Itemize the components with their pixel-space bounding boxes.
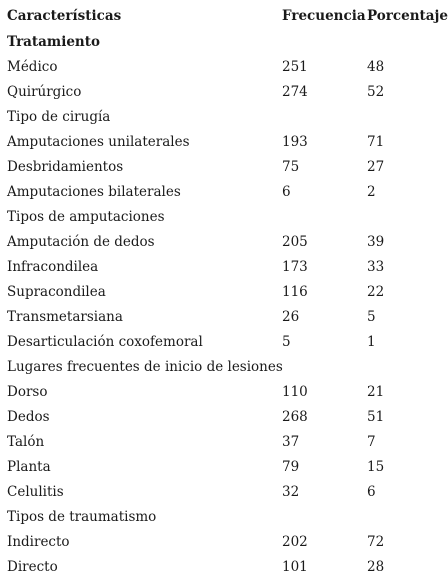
table-row: Quirúrgico 274 52 — [0, 80, 448, 105]
header-porcentaje: Porcentaje — [367, 8, 448, 24]
table-row: Talón 37 7 — [0, 430, 448, 455]
table-row: Tratamiento — [0, 30, 448, 55]
row-percentage: 48 — [367, 59, 385, 75]
table-row: Amputación de dedos 205 39 — [0, 230, 448, 255]
row-label: Lugares frecuentes de inicio de lesiones — [7, 359, 283, 375]
table-row: Tipos de traumatismo — [0, 505, 448, 530]
table-row: Lugares frecuentes de inicio de lesiones — [0, 355, 448, 380]
table-row: Amputaciones unilaterales 193 71 — [0, 130, 448, 155]
row-frequency: 205 — [282, 234, 308, 250]
row-label: Tratamiento — [7, 34, 100, 50]
table-row: Desarticulación coxofemoral 5 1 — [0, 330, 448, 355]
table-header: Características Frecuencia Porcentaje — [0, 4, 448, 30]
table-row: Indirecto 202 72 — [0, 530, 448, 555]
row-label: Indirecto — [7, 534, 70, 550]
row-label: Tipos de amputaciones — [7, 209, 165, 225]
row-frequency: 173 — [282, 259, 308, 275]
row-frequency: 75 — [282, 159, 300, 175]
header-frecuencia: Frecuencia — [282, 8, 366, 24]
row-frequency: 79 — [282, 459, 300, 475]
row-label: Supracondilea — [7, 284, 106, 300]
table-row: Desbridamientos 75 27 — [0, 155, 448, 180]
row-frequency: 116 — [282, 284, 308, 300]
row-percentage: 15 — [367, 459, 385, 475]
table-body: Tratamiento Médico 251 48 Quirúrgico 274 52 Tip… — [0, 30, 448, 580]
row-frequency: 251 — [282, 59, 308, 75]
row-percentage: 71 — [367, 134, 385, 150]
row-percentage: 6 — [367, 484, 376, 500]
row-label: Dorso — [7, 384, 48, 400]
row-frequency: 193 — [282, 134, 308, 150]
row-label: Talón — [7, 434, 45, 450]
row-frequency: 268 — [282, 409, 308, 425]
table-row: Transmetarsiana 26 5 — [0, 305, 448, 330]
table-row: Amputaciones bilaterales 6 2 — [0, 180, 448, 205]
row-frequency: 202 — [282, 534, 308, 550]
row-percentage: 21 — [367, 384, 385, 400]
table-row: Infracondilea 173 33 — [0, 255, 448, 280]
row-frequency: 5 — [282, 334, 291, 350]
table-row: Supracondilea 116 22 — [0, 280, 448, 305]
row-percentage: 72 — [367, 534, 385, 550]
row-frequency: 26 — [282, 309, 300, 325]
row-label: Desbridamientos — [7, 159, 124, 175]
row-percentage: 1 — [367, 334, 376, 350]
table-row: Dedos 268 51 — [0, 405, 448, 430]
row-label: Celulitis — [7, 484, 64, 500]
table-row: Directo 101 28 — [0, 555, 448, 580]
table-row: Tipo de cirugía — [0, 105, 448, 130]
row-frequency: 101 — [282, 559, 308, 575]
row-label: Médico — [7, 59, 58, 75]
header-caracteristicas: Características — [7, 8, 122, 24]
row-percentage: 52 — [367, 84, 385, 100]
characteristics-table: Características Frecuencia Porcentaje Tr… — [0, 4, 448, 580]
row-label: Amputaciones unilaterales — [7, 134, 190, 150]
row-frequency: 32 — [282, 484, 300, 500]
row-percentage: 22 — [367, 284, 385, 300]
row-label: Quirúrgico — [7, 84, 82, 100]
row-percentage: 27 — [367, 159, 385, 175]
table-row: Tipos de amputaciones — [0, 205, 448, 230]
row-label: Amputación de dedos — [7, 234, 155, 250]
row-label: Desarticulación coxofemoral — [7, 334, 203, 350]
row-percentage: 5 — [367, 309, 376, 325]
row-percentage: 2 — [367, 184, 376, 200]
row-label: Directo — [7, 559, 58, 575]
row-label: Tipos de traumatismo — [7, 509, 157, 525]
table-row: Planta 79 15 — [0, 455, 448, 480]
row-percentage: 39 — [367, 234, 385, 250]
row-label: Dedos — [7, 409, 50, 425]
row-frequency: 110 — [282, 384, 308, 400]
row-frequency: 6 — [282, 184, 291, 200]
table-row: Celulitis 32 6 — [0, 480, 448, 505]
row-label: Amputaciones bilaterales — [7, 184, 181, 200]
row-percentage: 51 — [367, 409, 385, 425]
row-label: Transmetarsiana — [7, 309, 123, 325]
row-percentage: 33 — [367, 259, 385, 275]
row-percentage: 28 — [367, 559, 385, 575]
table-row: Dorso 110 21 — [0, 380, 448, 405]
row-frequency: 37 — [282, 434, 300, 450]
row-label: Tipo de cirugía — [7, 109, 111, 125]
row-percentage: 7 — [367, 434, 376, 450]
row-label: Infracondilea — [7, 259, 99, 275]
row-frequency: 274 — [282, 84, 308, 100]
table-row: Médico 251 48 — [0, 55, 448, 80]
row-label: Planta — [7, 459, 51, 475]
